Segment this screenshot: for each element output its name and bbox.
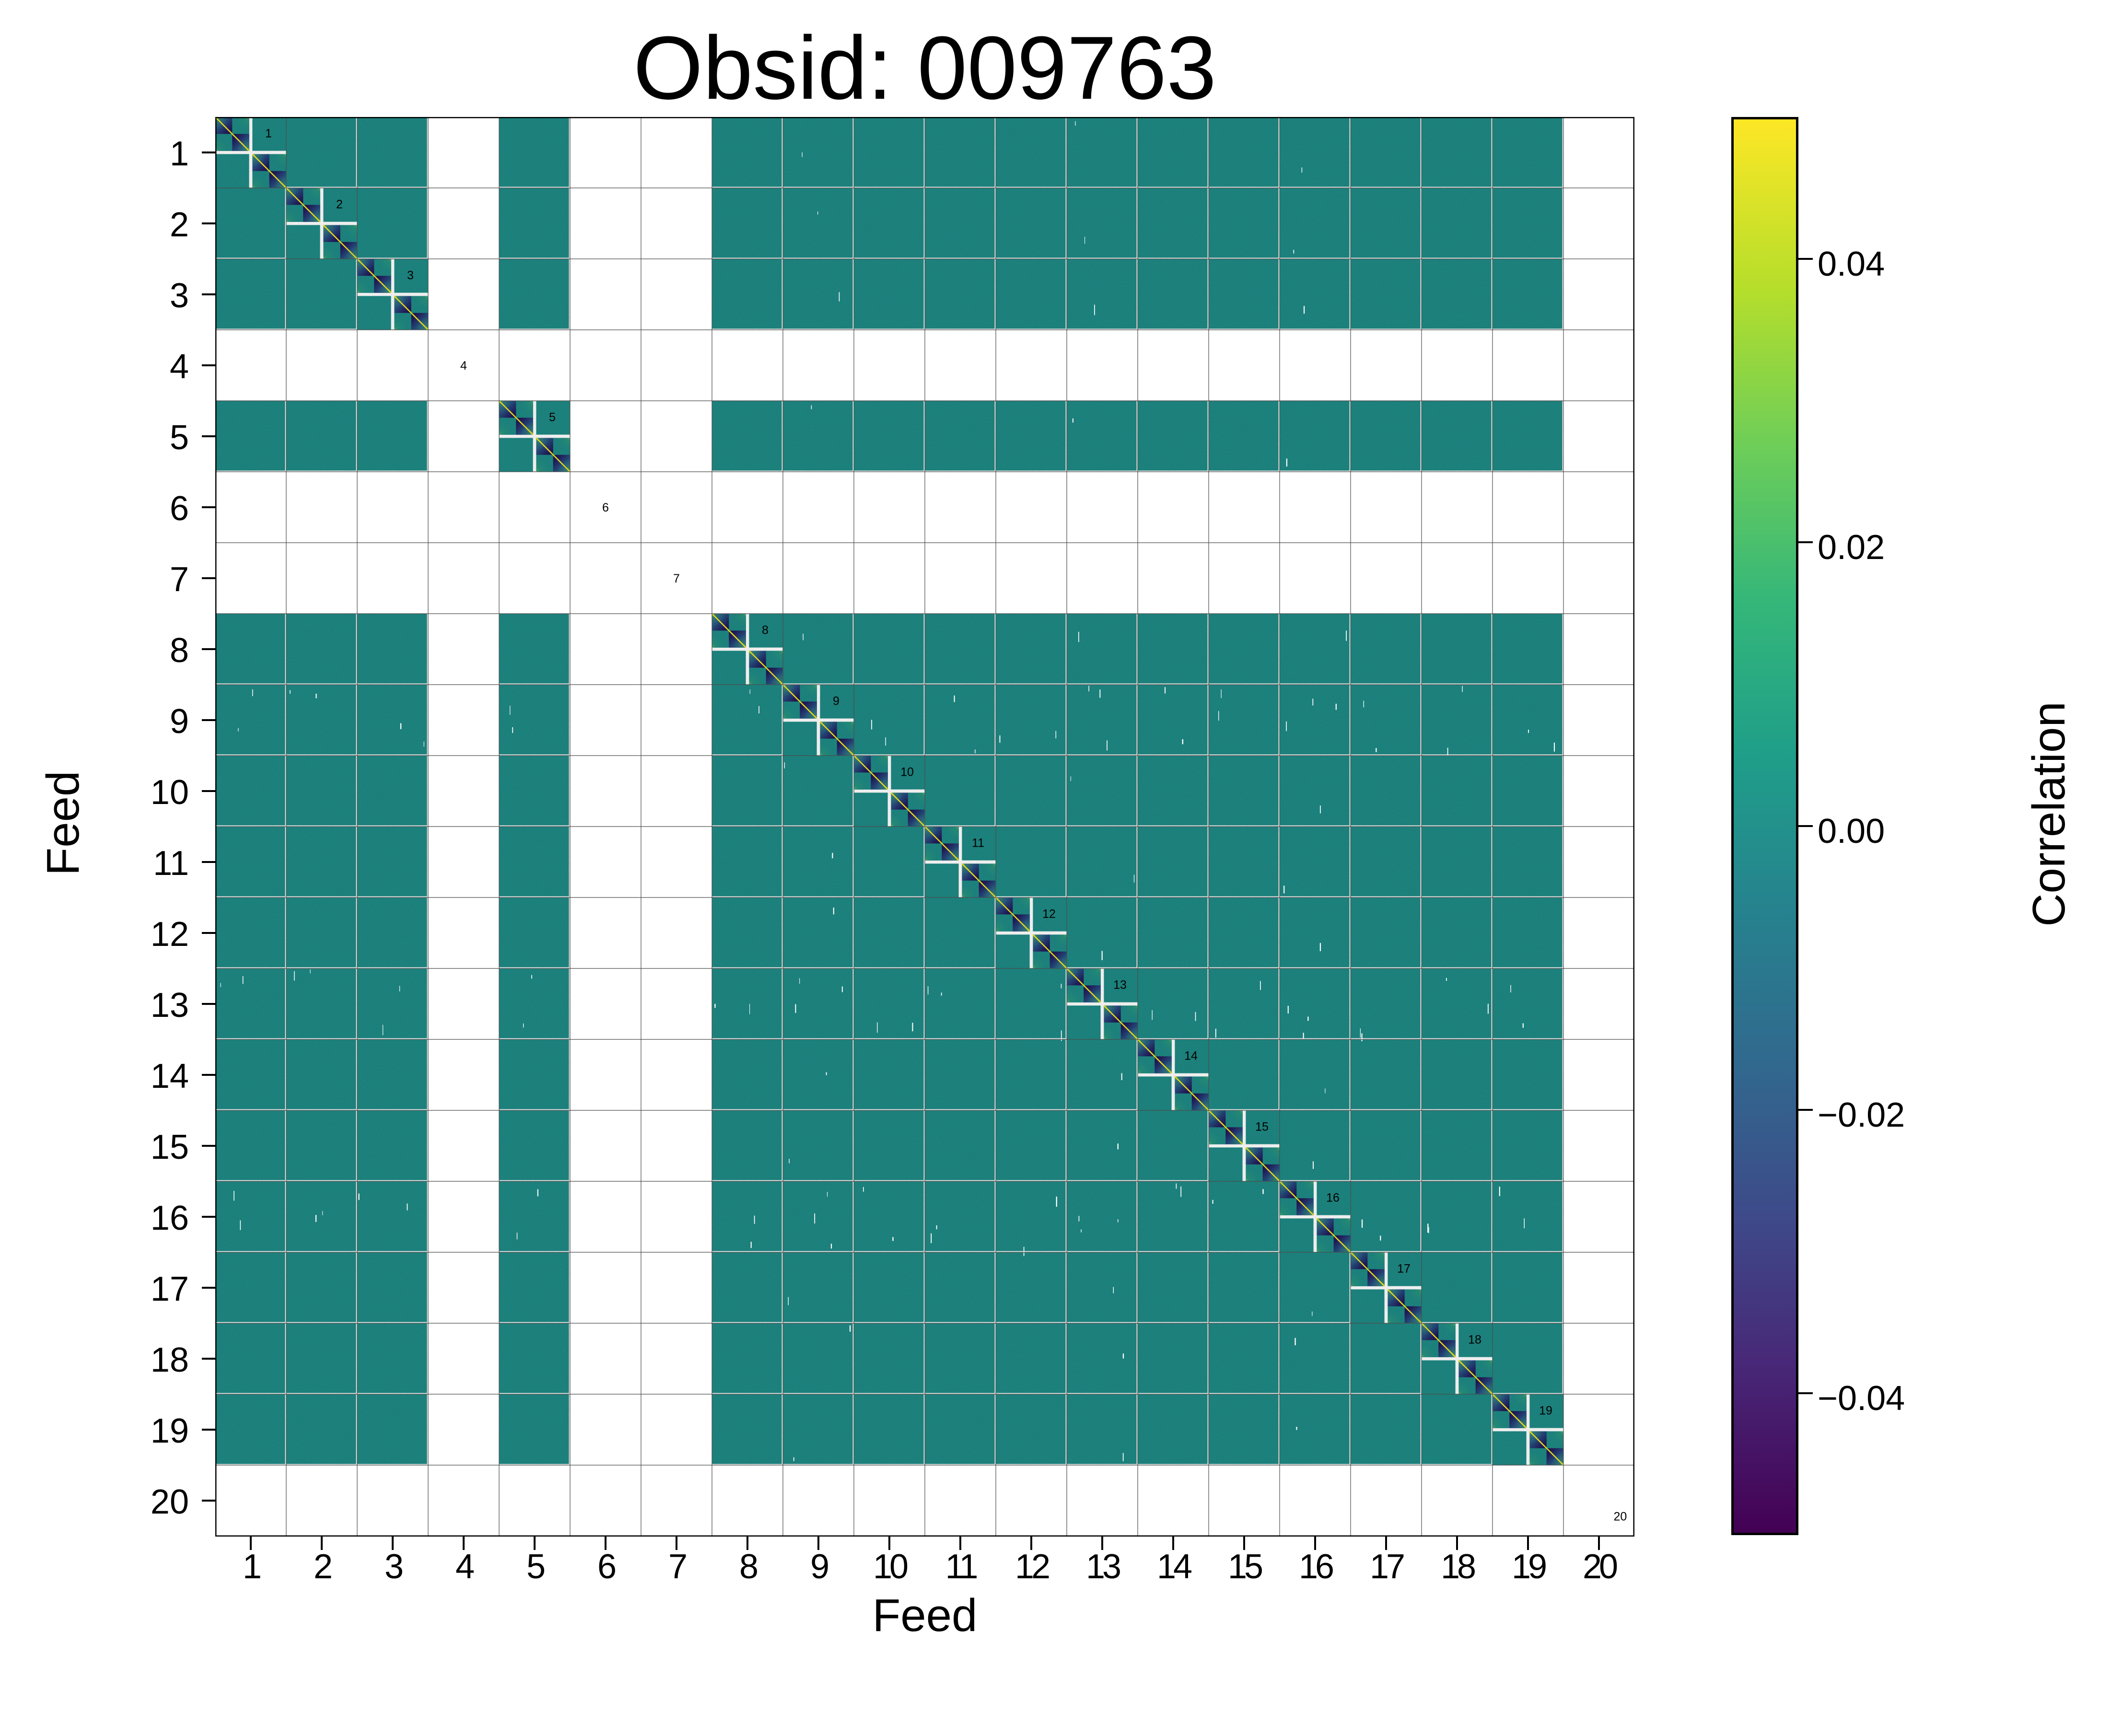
svg-text:5: 5 [549,410,556,424]
svg-text:6: 6 [602,501,609,514]
svg-text:16: 16 [1326,1191,1340,1204]
svg-text:7: 7 [673,572,680,585]
svg-text:15: 15 [1255,1120,1269,1133]
svg-text:2: 2 [336,198,343,211]
svg-text:20: 20 [1613,1510,1627,1524]
svg-text:14: 14 [1184,1049,1198,1062]
svg-text:8: 8 [762,623,769,637]
svg-text:9: 9 [833,694,840,708]
svg-text:12: 12 [1042,907,1056,920]
svg-text:13: 13 [1113,978,1127,991]
svg-text:11: 11 [972,836,984,850]
svg-text:19: 19 [1539,1404,1552,1417]
svg-text:1: 1 [265,127,272,140]
svg-text:18: 18 [1468,1333,1481,1346]
svg-text:10: 10 [900,765,914,779]
svg-text:4: 4 [460,359,467,373]
svg-text:17: 17 [1397,1262,1411,1275]
svg-text:3: 3 [407,268,414,282]
